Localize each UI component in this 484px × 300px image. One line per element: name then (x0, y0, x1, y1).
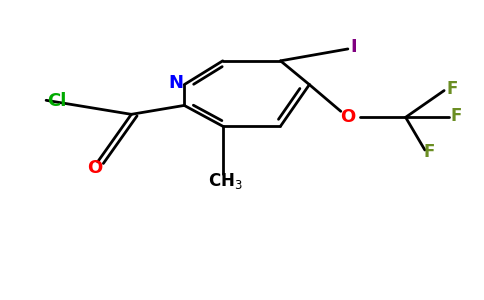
Text: N: N (168, 74, 183, 92)
Text: O: O (340, 108, 355, 126)
Text: I: I (350, 38, 357, 56)
Text: F: F (424, 143, 436, 161)
Text: Cl: Cl (47, 92, 66, 110)
Text: F: F (451, 107, 462, 125)
Text: CH$_3$: CH$_3$ (208, 171, 242, 191)
Text: O: O (88, 159, 103, 177)
Text: F: F (446, 80, 457, 98)
